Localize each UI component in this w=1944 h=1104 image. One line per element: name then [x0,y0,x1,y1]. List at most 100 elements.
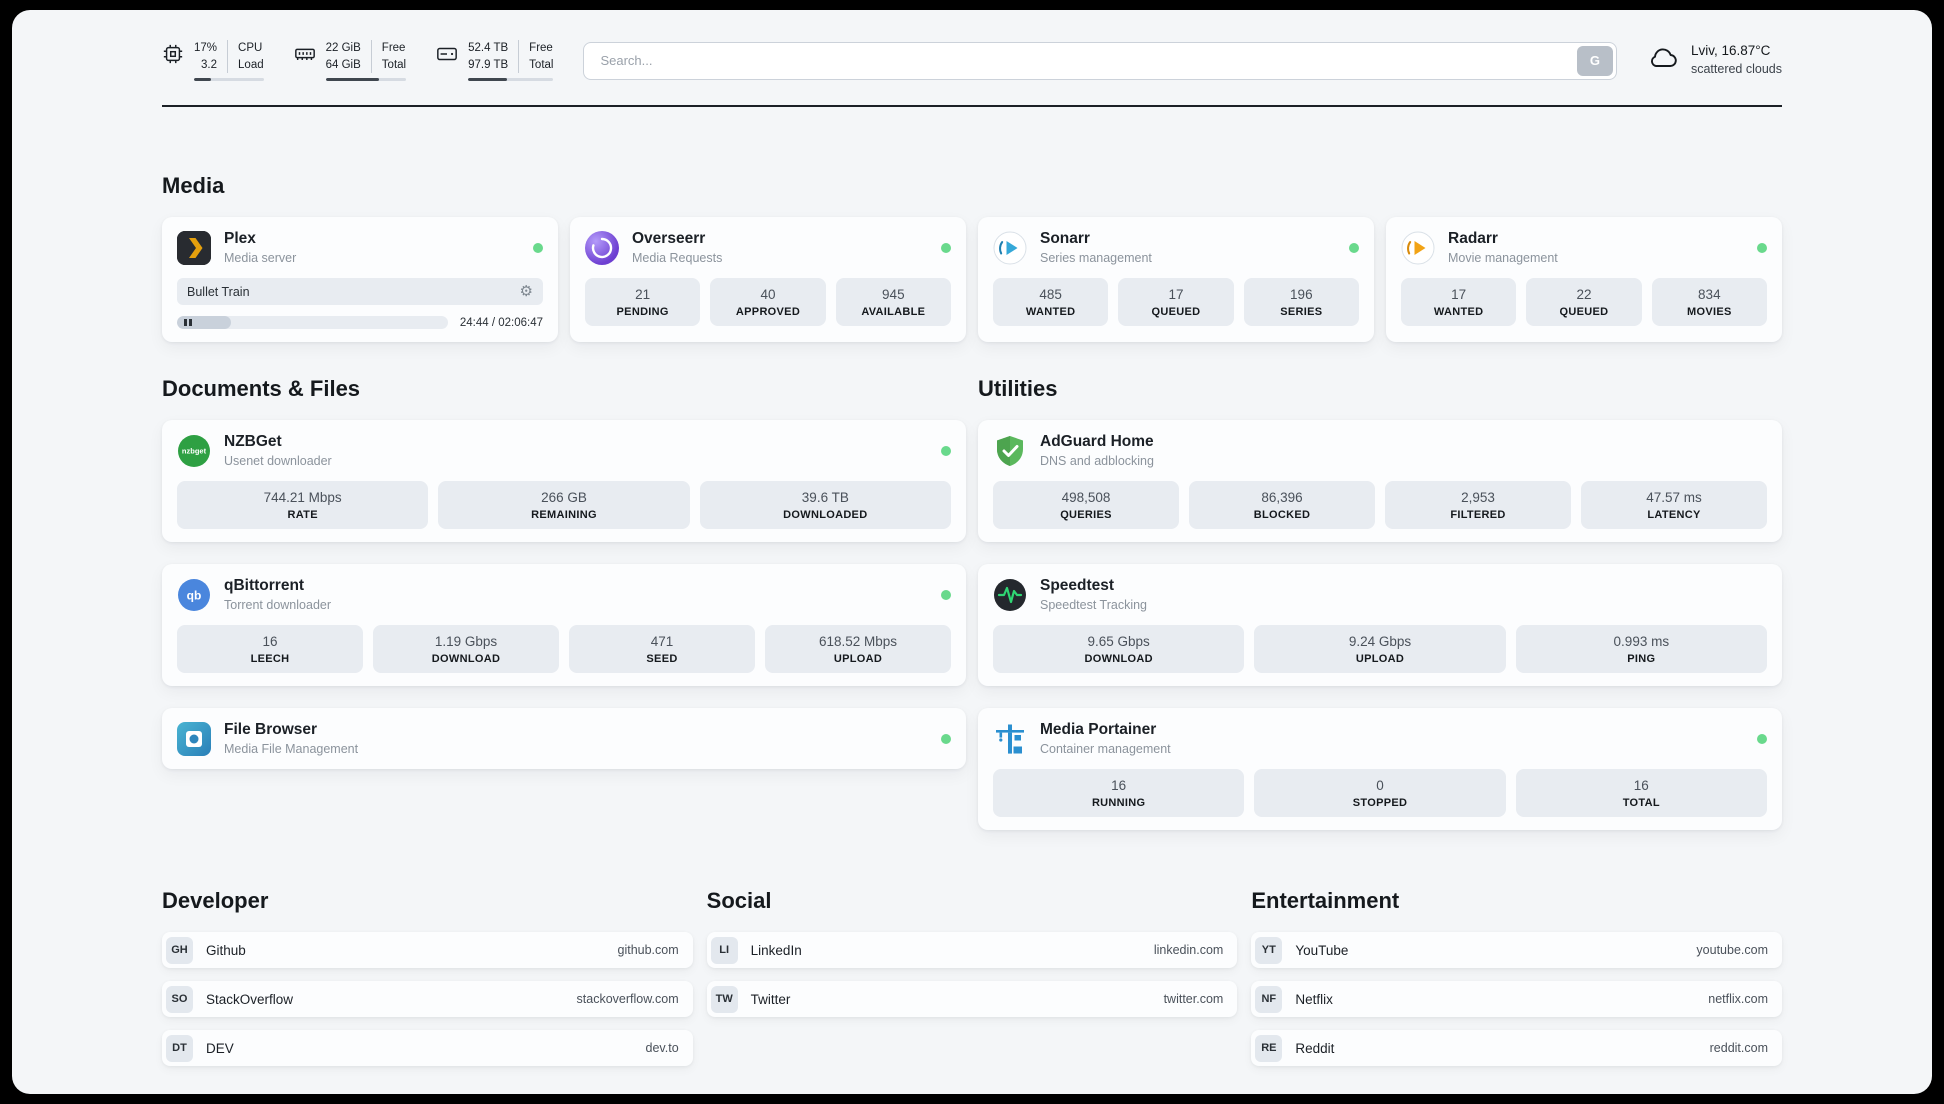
playback-time: 24:44 / 02:06:47 [459,316,543,329]
playback-progress-bar[interactable] [177,316,448,330]
bookmark-url: netflix.com [1708,992,1768,1007]
stat-value: 39.6 TB [801,490,849,506]
stat-value: 1.19 Gbps [434,634,498,650]
stat-queries: 498,508 QUERIES [993,481,1179,530]
stat-label: REMAINING [531,509,597,522]
app-subtitle: Container management [1040,742,1171,757]
filebrowser-icon [177,721,211,756]
bookmark-name: LinkedIn [750,942,802,958]
app-card-radarr[interactable]: Radarr Movie management 17 WANTED 22 QUE… [1386,217,1782,343]
search-input[interactable] [583,41,1617,80]
stat-value: 0.993 ms [1613,634,1670,650]
section-title-entertainment: Entertainment [1251,888,1400,914]
nzbget-icon: nzbget [177,434,211,468]
bookmark-github[interactable]: GH Github github.com [162,932,693,969]
memory-usage-bar [325,78,407,82]
stat-value: 22 [1576,287,1592,303]
settings-gear-icon[interactable]: ⚙ [519,283,533,301]
bookmark-name: StackOverflow [206,991,294,1007]
section-title-utilities: Utilities [978,376,1058,402]
bookmark-stackoverflow[interactable]: SO StackOverflow stackoverflow.com [162,981,693,1018]
linkedin-icon: LI [710,936,738,964]
pause-icon[interactable] [184,316,192,329]
stat-value: 834 [1698,287,1721,303]
disk-free-label: Free [529,42,553,54]
cpu-icon [162,43,184,65]
now-playing-title: Bullet Train [187,284,250,299]
status-dot [1757,242,1767,253]
app-card-nzbget[interactable]: nzbget NZBGet Usenet downloader 744.21 M… [162,420,966,543]
stat-label: RATE [287,509,318,522]
app-card-overseerr[interactable]: Overseerr Media Requests 21 PENDING 40 A… [570,217,966,343]
disk-total-value: 97.9 TB [468,58,509,71]
app-card-adguard[interactable]: AdGuard Home DNS and adblocking 498,508 … [978,420,1782,543]
developer-column: Developer GH Github github.com SO StackO… [162,888,693,1067]
section-title-developer: Developer [162,888,269,914]
weather-widget: Lviv, 16.87°C scattered clouds [1647,42,1782,78]
portainer-icon [993,722,1027,756]
app-name: Speedtest [1040,577,1115,595]
stat-pending: 21 PENDING [585,278,701,327]
status-dot [941,733,951,744]
twitter-icon: TW [710,985,738,1013]
app-card-sonarr[interactable]: Sonarr Series management 485 WANTED 17 Q… [978,217,1374,343]
stat-value: 498,508 [1061,490,1111,506]
two-column-area: Documents & Files nzbget NZBGet Usenet d… [162,376,1782,831]
stat-value: 9.24 Gbps [1348,634,1412,650]
bookmark-url: reddit.com [1709,1041,1768,1056]
stat-label: RUNNING [1091,797,1146,810]
dashboard-content: 17% 3.2 CPU Load [162,10,1782,1067]
github-icon: GH [166,936,193,964]
bookmark-reddit[interactable]: RE Reddit reddit.com [1251,1030,1782,1067]
bookmark-url: github.com [617,943,679,958]
stat-value: 40 [760,287,776,303]
app-card-plex[interactable]: Plex Media server Bullet Train ⚙ 24:44 /… [162,217,558,343]
bookmark-url: twitter.com [1163,992,1224,1007]
netflix-icon: NF [1255,985,1283,1013]
top-bar: 17% 3.2 CPU Load [162,10,1782,82]
bookmark-url: youtube.com [1696,943,1768,958]
adguard-icon [993,434,1027,468]
bookmark-youtube[interactable]: YT YouTube youtube.com [1251,932,1782,969]
disk-free-value: 52.4 TB [468,42,509,54]
stat-label: PENDING [616,306,669,319]
app-subtitle: DNS and adblocking [1040,454,1154,469]
cpu-load-label: Load [238,58,264,71]
stat-label: LEECH [250,653,290,666]
bookmark-name: YouTube [1295,942,1349,958]
app-subtitle: Series management [1040,251,1152,266]
section-title-media: Media [162,173,225,199]
media-grid: Plex Media server Bullet Train ⚙ 24:44 /… [162,217,1782,343]
app-card-filebrowser[interactable]: File Browser Media File Management [162,708,966,770]
app-card-speedtest[interactable]: Speedtest Speedtest Tracking 9.65 Gbps D… [978,564,1782,687]
status-dot [941,242,951,253]
section-title-documents: Documents & Files [162,376,361,402]
app-name: NZBGet [224,433,282,451]
stat-queued: 22 QUEUED [1526,278,1642,327]
status-dot [941,445,951,456]
app-name: qBittorrent [224,577,305,595]
cpu-label: CPU [238,42,263,54]
app-subtitle: Media File Management [224,742,359,757]
stat-value: 17 [1168,287,1184,303]
plex-icon [177,230,211,265]
stat-value: 21 [635,287,651,303]
app-name: Overseerr [632,230,706,248]
stat-value: 471 [650,634,674,650]
bookmark-linkedin[interactable]: LI LinkedIn linkedin.com [706,932,1238,969]
app-subtitle: Torrent downloader [224,598,332,613]
stat-label: MOVIES [1687,306,1732,319]
search-engine-button[interactable]: G [1576,45,1613,76]
status-dot [533,242,543,253]
stat-label: DOWNLOAD [1084,653,1153,666]
bookmark-twitter[interactable]: TW Twitter twitter.com [706,981,1238,1018]
memory-total-value: 64 GiB [325,58,361,71]
app-name: Media Portainer [1040,721,1157,739]
stat-value: 266 GB [541,490,587,506]
stat-label: LATENCY [1647,509,1701,522]
app-card-portainer[interactable]: Media Portainer Container management 16 … [978,708,1782,831]
bookmark-netflix[interactable]: NF Netflix netflix.com [1251,981,1782,1018]
stat-running: 16 RUNNING [993,769,1245,818]
bookmark-dev[interactable]: DT DEV dev.to [162,1030,693,1067]
app-card-qbittorrent[interactable]: qb qBittorrent Torrent downloader 16 [162,564,966,687]
